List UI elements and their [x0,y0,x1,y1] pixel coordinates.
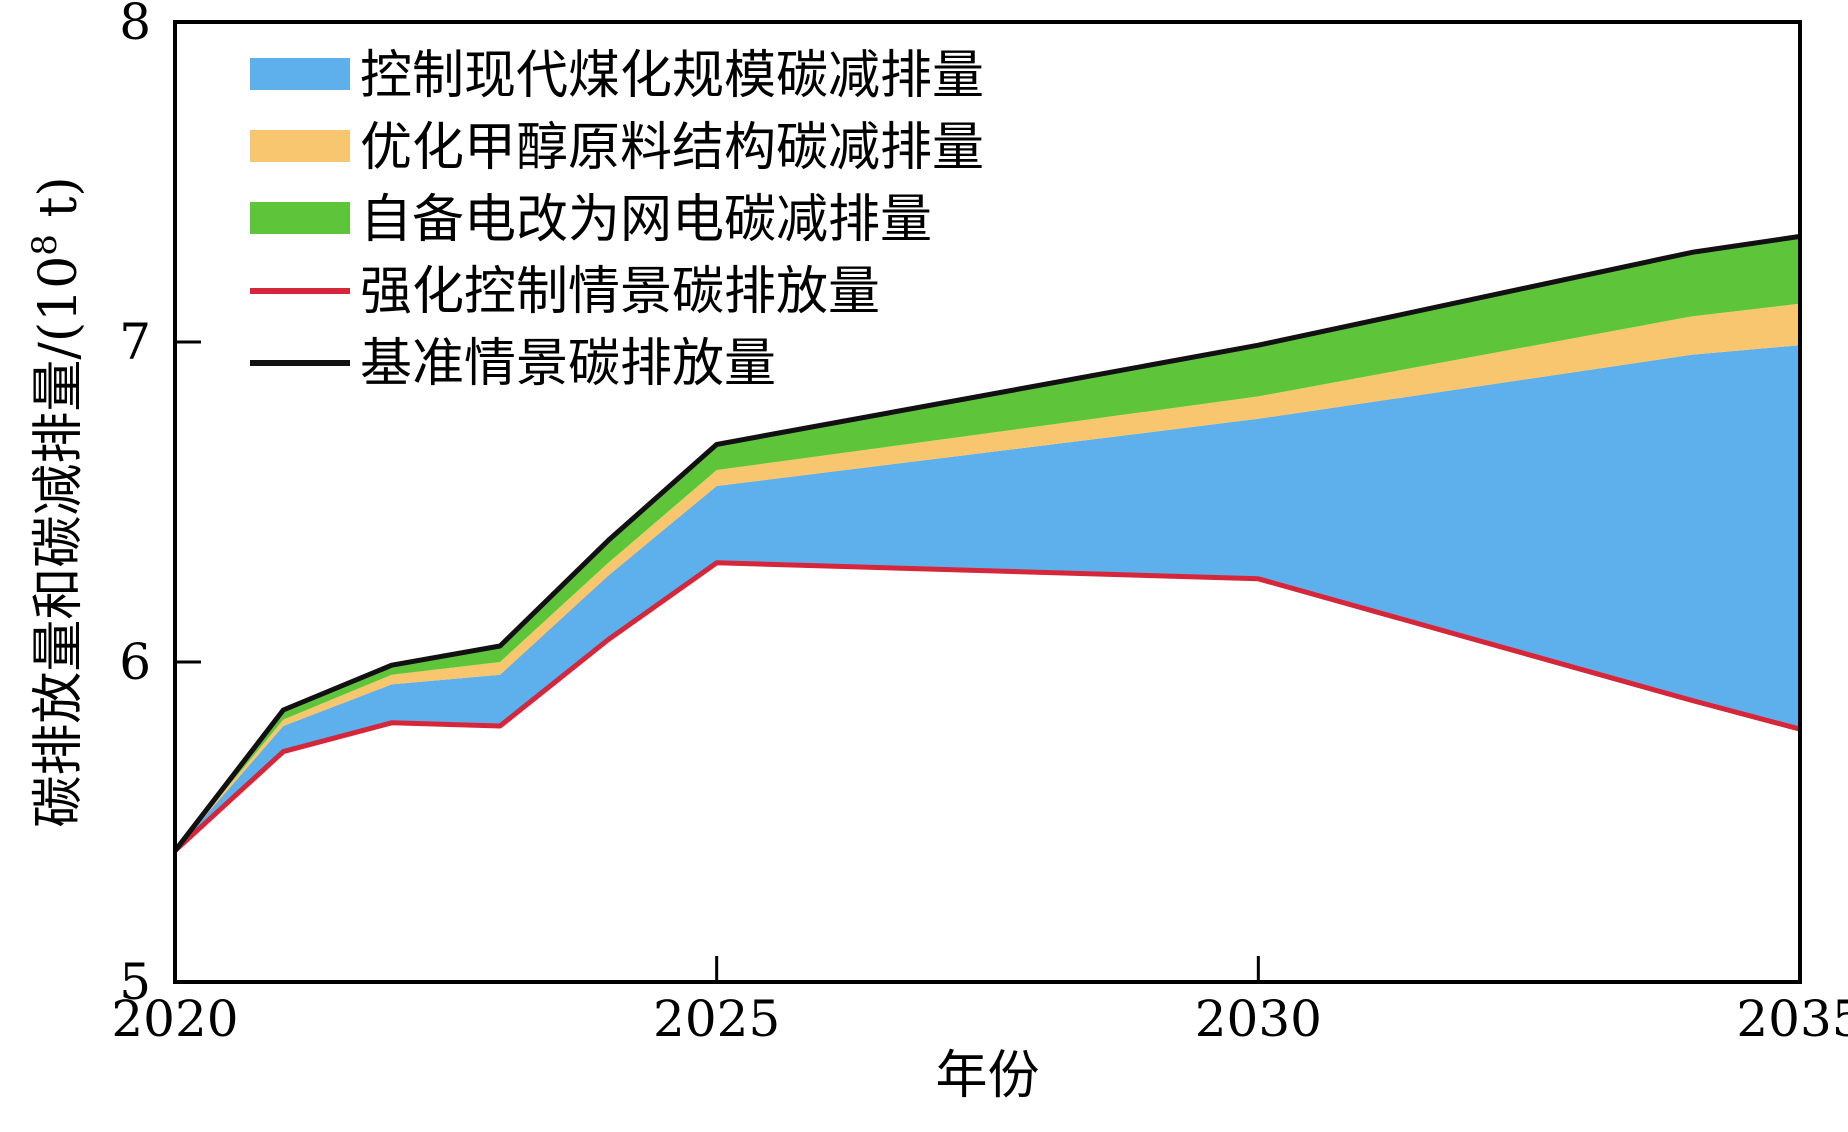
y-tick-label: 8 [119,0,151,51]
y-axis-title-main: 碳排放量和碳减排量/(10 [29,256,89,828]
legend-label: 控制现代煤化规模碳减排量 [360,46,984,106]
x-tick-label: 2030 [1195,990,1322,1048]
baseline-emission-line [173,233,1801,853]
axes [173,20,1802,984]
legend-label: 优化甲醇原料结构碳减排量 [360,118,984,178]
legend-item-modern-coal-chem: 控制现代煤化规模碳减排量 [250,46,984,106]
axis-ticks: 2020 2025 2030 2035 5 6 7 8 [111,0,1848,1048]
legend-item-methanol-feedstock: 优化甲醇原料结构碳减排量 [250,118,984,178]
legend-swatch [250,202,350,234]
legend-swatch [250,130,350,162]
legend-item-baseline: 基准情景碳排放量 [250,334,776,394]
x-axis-title: 年份 [935,1046,1039,1106]
plot-area [173,233,1801,853]
legend-item-grid-power: 自备电改为网电碳减排量 [250,190,932,250]
enhanced-control-emission-line [173,560,1801,853]
grid-power-reduction-area [175,236,1800,851]
y-tick-label: 7 [119,313,151,371]
legend-label: 强化控制情景碳排放量 [360,262,880,322]
modern-coal-chem-reduction-area [175,345,1800,851]
legend-item-enhanced-control: 强化控制情景碳排放量 [250,262,880,322]
legend-label: 自备电改为网电碳减排量 [360,190,932,250]
plot-frame [173,20,1802,984]
y-tick-label: 5 [119,953,151,1011]
legend-swatch [250,58,350,90]
x-tick-label: 2035 [1736,990,1848,1048]
x-tick-label: 2020 [111,990,238,1048]
legend: 控制现代煤化规模碳减排量优化甲醇原料结构碳减排量自备电改为网电碳减排量强化控制情… [250,46,984,394]
y-tick-label: 6 [119,633,151,691]
x-tick-label: 2025 [653,990,780,1048]
y-axis-title-exponent: 8 [25,234,65,256]
legend-label: 基准情景碳排放量 [360,334,776,394]
y-axis-title-unit: t) [29,176,89,234]
y-axis-title: 碳排放量和碳减排量/(108 t) [25,176,89,827]
methanol-feedstock-reduction-area [175,303,1800,851]
